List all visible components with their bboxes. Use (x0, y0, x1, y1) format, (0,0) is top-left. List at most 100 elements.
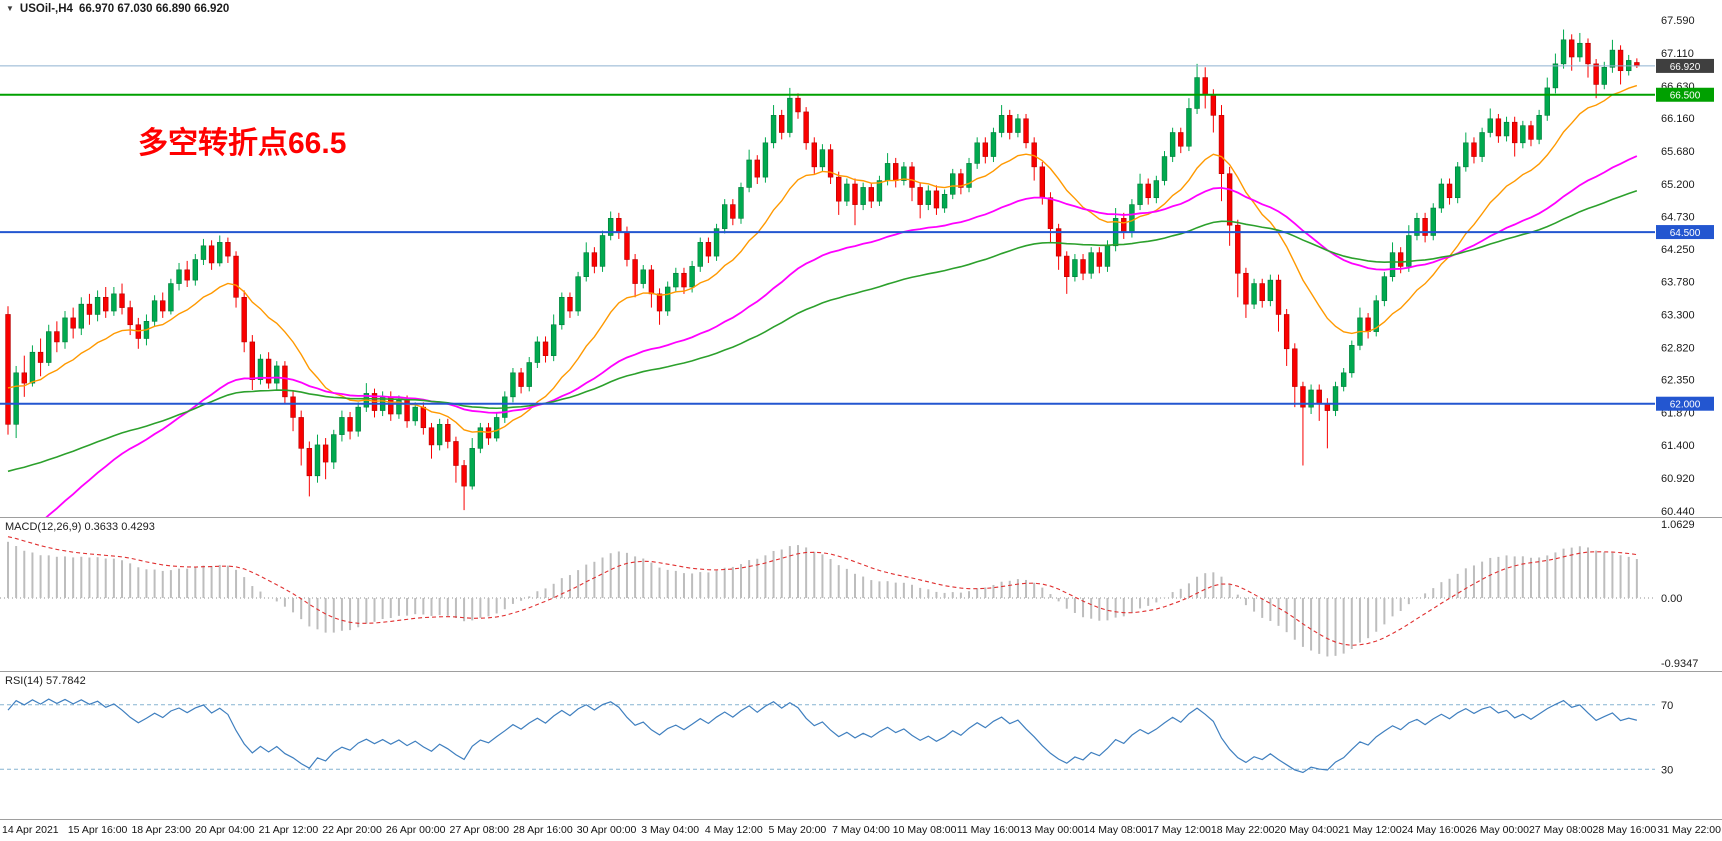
time-axis-label: 10 May 08:00 (892, 824, 957, 836)
candle-body (876, 180, 883, 202)
macd-canvas[interactable]: 1.0629 0.00 -0.9347 (0, 518, 1722, 671)
candle-body (1292, 348, 1298, 387)
candle-body (534, 341, 541, 363)
candle-body (1251, 283, 1257, 305)
candle-body (298, 417, 304, 449)
resistance-line-66-5-tag (1656, 87, 1714, 102)
rsi-line (7, 698, 1638, 774)
candle-body (1153, 180, 1160, 199)
candle-body (1381, 276, 1388, 302)
macd-scale-label: 1.0629 (1661, 519, 1695, 531)
price-scale-label: 63.780 (1661, 277, 1695, 289)
candle-body (461, 465, 467, 487)
support-line-64-5-tag-label: 64.500 (1670, 228, 1701, 239)
macd-panel: 1.0629 0.00 -0.9347 MACD(12,26,9) 0.3633 0… (0, 518, 1722, 671)
candle-body (21, 372, 27, 384)
candle-body (1324, 403, 1331, 411)
candle-body (721, 204, 728, 229)
candle-body (1186, 108, 1192, 147)
candle-body (966, 163, 972, 188)
ma-fast-orange (7, 84, 1638, 433)
candle-body (868, 187, 874, 202)
candle-body (1454, 166, 1461, 199)
candle-body (347, 417, 353, 432)
candle-body (1560, 39, 1567, 65)
ma-slow-green (7, 189, 1638, 473)
price-scale-label: 65.680 (1661, 146, 1695, 158)
price-scale-label: 64.730 (1661, 211, 1695, 223)
time-axis-label: 30 Apr 00:00 (576, 824, 637, 836)
candle-body (1243, 272, 1249, 305)
candle-body (1039, 166, 1046, 199)
candle-body (1088, 252, 1094, 274)
candle-body (632, 259, 638, 284)
candle-body (982, 142, 989, 157)
candle-body (217, 242, 223, 264)
candle-body (94, 296, 101, 315)
candle-body (86, 303, 93, 315)
panel-divider[interactable] (0, 517, 1722, 518)
candle-body (811, 142, 817, 168)
price-scale-label: 65.200 (1661, 179, 1695, 191)
candle-body (616, 218, 622, 233)
candle-body (428, 427, 435, 446)
candle-body (1023, 118, 1029, 144)
candle-body (46, 331, 52, 363)
time-scale[interactable]: 14 Apr 2021 15 Apr 16:00 18 Apr 23:00 20 Ap… (0, 820, 1722, 841)
panel-divider[interactable] (0, 819, 1722, 820)
candle-body (257, 358, 264, 380)
candle-body (274, 365, 280, 384)
candle-body (925, 190, 932, 205)
candle-body (339, 417, 345, 435)
candle-body (713, 228, 720, 257)
candle-body (249, 341, 256, 380)
candle-body (909, 166, 915, 188)
macd-scale-label: -0.9347 (1661, 658, 1698, 670)
ma-mid-magenta (45, 155, 1638, 517)
candle-body (1349, 345, 1355, 374)
panel-divider[interactable] (0, 671, 1722, 672)
price-scale-label: 63.300 (1661, 309, 1695, 321)
candle-body (803, 111, 809, 144)
candle-body (1601, 66, 1607, 85)
time-axis-label: 22 Apr 20:00 (322, 824, 382, 836)
candle-body (1267, 279, 1274, 302)
price-scale-label: 60.920 (1661, 473, 1695, 485)
candle-body (1047, 197, 1054, 229)
candle-body (1145, 183, 1151, 199)
candle-body (607, 218, 614, 236)
candle-body (1316, 389, 1322, 405)
candle-body (1463, 142, 1469, 168)
candle-body (1446, 183, 1453, 199)
candle-body (1430, 207, 1436, 236)
price-chart-canvas[interactable]: 67.59067.11066.63066.16065.68065.20064.7… (0, 0, 1722, 517)
candle-body (233, 255, 239, 298)
candle-body (1585, 42, 1591, 65)
candle-body (1617, 49, 1624, 72)
candle-body (1479, 132, 1485, 157)
candle-body (1569, 39, 1575, 58)
candle-body (192, 259, 199, 281)
time-axis-label: 21 May 12:00 (1338, 824, 1402, 836)
candle-body (282, 365, 288, 398)
price-scale-label: 64.250 (1661, 244, 1695, 256)
time-axis-label: 14 Apr 2021 (2, 824, 59, 836)
candle-body (1414, 218, 1420, 236)
candle-body (241, 296, 247, 343)
candle-body (648, 269, 655, 295)
candle-body (901, 166, 907, 181)
candle-body (1080, 259, 1086, 274)
candle-body (1161, 156, 1168, 181)
candle-body (575, 276, 581, 312)
candle-body (1064, 255, 1070, 277)
price-scale-label: 62.820 (1661, 342, 1695, 354)
candle-body (160, 300, 166, 312)
candle-body (1634, 62, 1640, 67)
candle-body (1495, 118, 1502, 137)
symbol-dropdown-icon[interactable]: ▼ (6, 4, 14, 13)
candle-body (836, 176, 842, 202)
rsi-canvas[interactable]: 70 30 (0, 672, 1722, 819)
candle-body (1072, 259, 1078, 277)
candle-body (1552, 63, 1559, 89)
time-axis-label: 26 May 00:00 (1465, 824, 1529, 836)
